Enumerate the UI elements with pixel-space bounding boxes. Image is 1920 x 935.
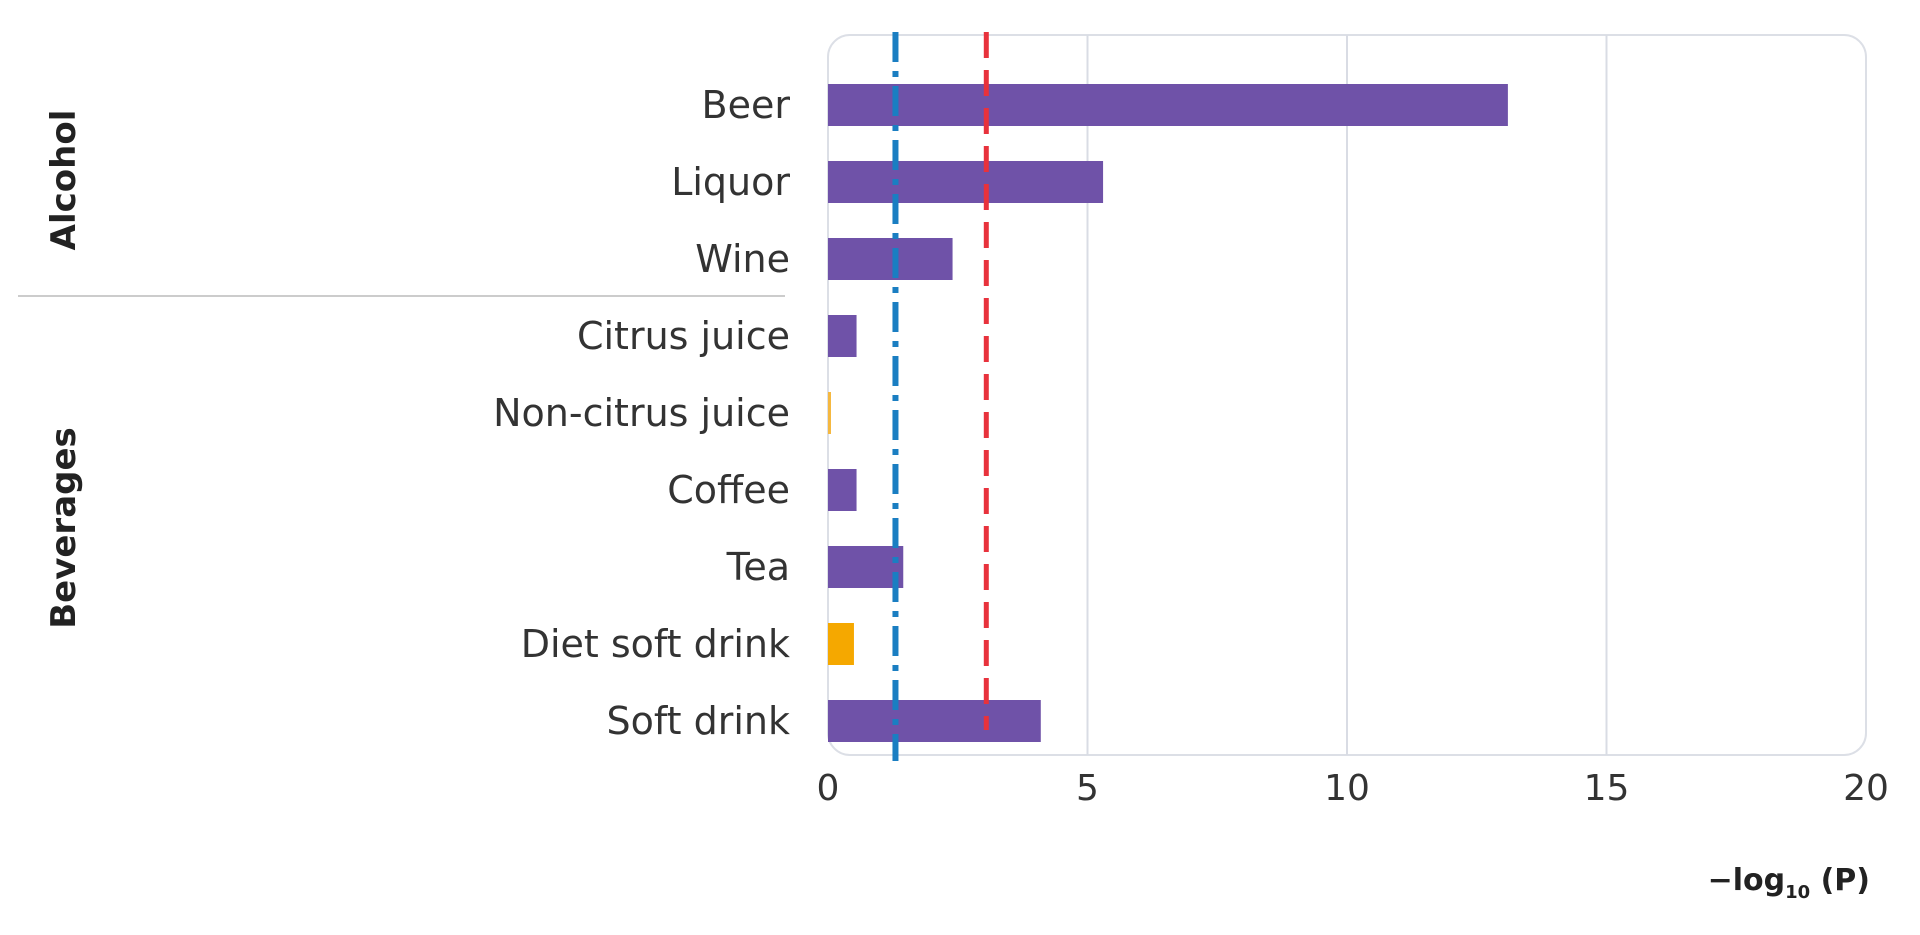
category-label: Citrus juice [577,314,790,358]
bar [828,623,854,665]
category-label: Coffee [667,468,790,512]
x-tick-label: 5 [1076,768,1099,809]
category-label: Soft drink [607,699,790,743]
reference-lines [892,32,989,761]
bar [828,700,1041,742]
bar [828,546,904,588]
bar [828,161,1104,203]
x-axis-title-sub: 10 [1785,882,1810,903]
bar [828,84,1508,126]
bar [828,315,857,357]
x-tick-label: 20 [1843,768,1889,809]
bar [828,469,857,511]
category-label: Diet soft drink [521,622,790,666]
bars [828,84,1508,742]
x-axis-title: −log10 (P) [1708,863,1870,903]
x-axis-title-main: −log [1708,863,1786,898]
category-label: Non-citrus juice [493,391,790,435]
category-labels: Beer Liquor Wine Citrus juice Non-citrus jui… [493,83,790,743]
x-tick-label: 15 [1584,768,1630,809]
grid-lines [1086,35,1608,755]
category-label: Tea [726,545,790,589]
bar [828,392,831,434]
category-label: Wine [695,237,790,281]
bar [828,238,953,280]
x-tick-label: 10 [1324,768,1370,809]
group-label-alcohol: Alcohol [44,110,84,251]
x-axis-title-tail: (P) [1810,863,1870,898]
tick-labels: 0 5 10 15 20 [817,768,1889,809]
x-tick-label: 0 [817,768,840,809]
group-label-beverages: Beverages [44,427,84,629]
category-label: Liquor [671,160,790,204]
category-label: Beer [702,83,791,127]
